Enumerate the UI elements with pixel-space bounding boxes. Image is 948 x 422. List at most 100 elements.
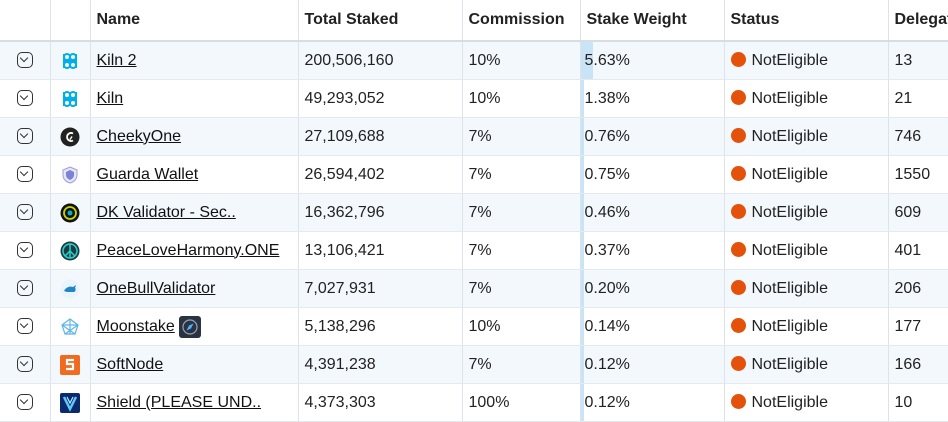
validator-name-link[interactable]: OneBullValidator — [96, 279, 216, 297]
status-dot-icon — [730, 393, 746, 409]
name-cell: Kiln 2 — [90, 41, 299, 80]
stake-weight-cell: 0.46% — [580, 193, 725, 232]
expand-cell — [0, 269, 51, 308]
validator-name-link[interactable]: Moonstake — [96, 317, 175, 335]
name-cell: OneBullValidator — [90, 269, 299, 308]
chevron-down-icon[interactable] — [16, 318, 33, 335]
expand-cell — [0, 345, 51, 384]
table-row[interactable]: OneBullValidator 7,027,931 7% 0.20% NotE… — [0, 269, 948, 308]
chevron-down-icon[interactable] — [16, 128, 33, 145]
validator-name-link[interactable]: Kiln 2 — [96, 51, 137, 69]
status-cell: NotEligible — [724, 231, 889, 270]
delegators-cell: 206 — [888, 269, 948, 308]
status-text: NotEligible — [751, 241, 828, 259]
dk-icon — [60, 203, 80, 223]
status-text: NotEligible — [751, 51, 828, 69]
chevron-down-icon[interactable] — [16, 166, 33, 183]
expand-cell — [0, 307, 51, 346]
stake-weight-value: 0.46% — [584, 203, 630, 221]
stake-weight-bar — [580, 346, 584, 383]
peace-icon — [60, 241, 80, 261]
total-staked-cell: 16,362,796 — [298, 193, 463, 232]
logo-cell — [50, 231, 91, 270]
status-cell: NotEligible — [724, 307, 889, 346]
delegators-cell: 1550 — [888, 155, 948, 194]
softnode-icon — [60, 354, 80, 375]
validator-name-link[interactable]: Kiln — [96, 89, 124, 107]
chevron-down-icon[interactable] — [16, 52, 33, 69]
total-staked-column-header[interactable]: Total Staked — [298, 0, 463, 42]
status-text: NotEligible — [751, 89, 828, 107]
table-row[interactable]: Guarda Wallet 26,594,402 7% 0.75% NotEli… — [0, 155, 948, 194]
logo-cell — [50, 193, 91, 232]
table-row[interactable]: Kiln 2 200,506,160 10% 5.63% NotEligible… — [0, 41, 948, 80]
expand-cell — [0, 193, 51, 232]
total-staked-cell: 200,506,160 — [298, 41, 463, 80]
validator-name-link[interactable]: SoftNode — [96, 355, 164, 373]
status-text: NotEligible — [751, 393, 828, 411]
chevron-down-icon[interactable] — [16, 280, 33, 297]
chevron-down-icon[interactable] — [16, 204, 33, 221]
logo-cell — [50, 155, 91, 194]
status-cell: NotEligible — [724, 193, 889, 232]
stake-weight-bar — [580, 118, 584, 155]
delegators-cell: 13 — [888, 41, 948, 80]
table-row[interactable]: Moonstake 5,138,296 10% 0.14% NotEligibl… — [0, 307, 948, 346]
validator-name-link[interactable]: CheekyOne — [96, 127, 182, 145]
stake-weight-cell: 0.37% — [580, 231, 725, 270]
table-row[interactable]: CheekyOne 27,109,688 7% 0.76% NotEligibl… — [0, 117, 948, 156]
commission-cell: 7% — [462, 269, 581, 308]
status-dot-icon — [730, 279, 746, 295]
validator-name-link[interactable]: Shield (PLEASE UND.. — [96, 393, 262, 411]
expand-cell — [0, 41, 51, 80]
chevron-down-icon[interactable] — [16, 90, 33, 107]
logo-column-header — [50, 0, 91, 42]
status-column-header[interactable]: Status — [724, 0, 889, 42]
stake-weight-bar — [580, 308, 584, 345]
harmony-icon — [60, 51, 80, 71]
commission-cell: 100% — [462, 383, 581, 422]
stake-weight-bar — [580, 384, 584, 421]
delegators-cell: 177 — [888, 307, 948, 346]
chevron-down-icon[interactable] — [16, 394, 33, 411]
commission-cell: 7% — [462, 231, 581, 270]
table-row[interactable]: PeaceLoveHarmony.ONE 13,106,421 7% 0.37%… — [0, 231, 948, 270]
stake-weight-bar — [580, 80, 584, 117]
delegators-cell: 609 — [888, 193, 948, 232]
table-row[interactable]: Kiln 49,293,052 10% 1.38% NotEligible 21 — [0, 79, 948, 118]
stake-weight-cell: 5.63% — [580, 41, 725, 80]
validator-name-link[interactable]: DK Validator - Sec.. — [96, 203, 236, 221]
commission-column-header[interactable]: Commission — [462, 0, 581, 42]
commission-cell: 10% — [462, 79, 581, 118]
name-column-header[interactable]: Name — [90, 0, 299, 42]
validator-name-link[interactable]: Guarda Wallet — [96, 165, 199, 183]
logo-cell — [50, 41, 91, 80]
delegators-column-header[interactable]: Delegat — [888, 0, 948, 42]
table-row[interactable]: Shield (PLEASE UND.. 4,373,303 100% 0.12… — [0, 383, 948, 422]
total-staked-cell: 4,373,303 — [298, 383, 463, 422]
stake-weight-column-header[interactable]: Stake Weight — [580, 0, 725, 42]
stake-weight-cell: 0.12% — [580, 345, 725, 384]
chevron-down-icon[interactable] — [16, 356, 33, 373]
stake-weight-value: 0.20% — [584, 279, 630, 297]
stake-weight-cell: 1.38% — [580, 79, 725, 118]
status-text: NotEligible — [751, 127, 828, 145]
shield-blue-icon — [60, 392, 80, 413]
stake-weight-bar — [580, 194, 584, 231]
total-staked-cell: 13,106,421 — [298, 231, 463, 270]
table-row[interactable]: SoftNode 4,391,238 7% 0.12% NotEligible … — [0, 345, 948, 384]
chevron-down-icon[interactable] — [16, 242, 33, 259]
cheeky-icon — [60, 127, 80, 147]
stake-weight-bar — [580, 42, 593, 79]
commission-cell: 7% — [462, 193, 581, 232]
moonstake-icon — [60, 317, 80, 337]
name-cell: Moonstake — [90, 307, 299, 346]
name-cell: Shield (PLEASE UND.. — [90, 383, 299, 422]
validator-name-link[interactable]: PeaceLoveHarmony.ONE — [96, 241, 280, 259]
delegators-cell: 21 — [888, 79, 948, 118]
total-staked-cell: 7,027,931 — [298, 269, 463, 308]
stake-weight-value: 0.12% — [584, 355, 630, 373]
status-cell: NotEligible — [724, 41, 889, 80]
commission-cell: 7% — [462, 117, 581, 156]
table-row[interactable]: DK Validator - Sec.. 16,362,796 7% 0.46%… — [0, 193, 948, 232]
